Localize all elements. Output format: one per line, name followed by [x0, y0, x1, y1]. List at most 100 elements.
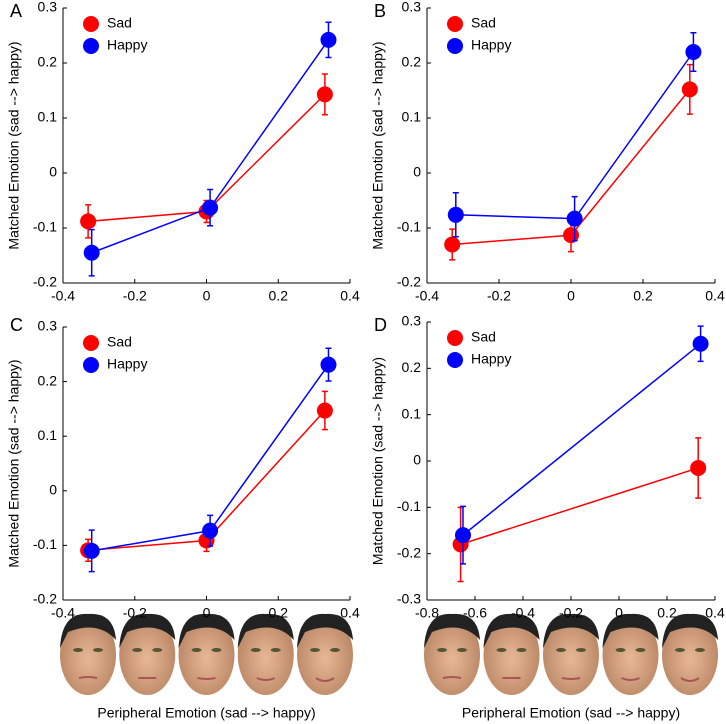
x-tick-label: 0.2: [269, 605, 289, 621]
marker: [692, 335, 709, 352]
marker: [83, 542, 100, 559]
marker: [447, 206, 464, 223]
y-tick-label: 0.1: [38, 109, 58, 125]
eye: [270, 648, 281, 652]
x-tick-label: -0.4: [51, 605, 75, 621]
x-tick-label: 0.4: [705, 605, 725, 621]
legend-label: Sad: [107, 15, 132, 31]
eye: [576, 648, 586, 652]
marker: [455, 527, 471, 544]
hair: [237, 613, 294, 648]
marker: [316, 86, 333, 103]
face: [60, 615, 116, 695]
hair: [178, 613, 235, 648]
legend-marker: [447, 38, 463, 54]
y-tick-label: -0.1: [33, 219, 57, 235]
y-tick-label: 0.2: [402, 54, 422, 70]
eye: [310, 648, 320, 652]
eye: [191, 648, 202, 652]
x-tick-label: 0: [203, 605, 211, 621]
hair: [483, 613, 540, 648]
legend-label: Sad: [471, 329, 496, 345]
x-tick-label: 0.4: [340, 605, 360, 621]
eye: [615, 648, 626, 652]
face: [424, 615, 480, 695]
x-axis-label: Peripheral Emotion (sad --> happy): [97, 705, 315, 721]
y-tick-label: 0.1: [402, 405, 422, 421]
y-tick-label: 0.3: [402, 0, 422, 15]
eye: [457, 648, 467, 652]
y-tick-label: -0.3: [397, 591, 421, 607]
legend-marker: [83, 16, 99, 32]
x-tick-label: 0.2: [657, 605, 677, 621]
x-tick-label: 0: [615, 605, 623, 621]
mouth: [561, 677, 581, 680]
legend-label: Happy: [471, 351, 511, 367]
y-tick-label: -0.2: [33, 274, 57, 290]
eye: [695, 648, 705, 652]
series-line: [460, 467, 699, 546]
legend-label: Happy: [107, 37, 147, 53]
x-tick-label: 0.2: [633, 288, 653, 304]
eye: [675, 648, 685, 652]
marker: [690, 459, 707, 476]
mouth: [680, 677, 700, 682]
marker: [202, 199, 219, 216]
hair: [543, 613, 599, 648]
y-tick-label: 0: [413, 164, 421, 180]
legend-label: Sad: [107, 334, 132, 350]
y-tick-label: 0.3: [402, 313, 422, 329]
y-tick-label: 0.2: [38, 54, 58, 70]
panel-label: B: [374, 1, 386, 21]
face: [662, 615, 718, 695]
eye: [211, 648, 222, 652]
face: [297, 615, 353, 695]
y-tick-label: 0.3: [38, 318, 58, 334]
legend-label: Sad: [471, 15, 496, 31]
legend-label: Happy: [471, 37, 511, 53]
hair: [60, 613, 116, 648]
hair: [297, 613, 353, 648]
mouth: [621, 677, 640, 681]
x-tick-label: -0.4: [415, 288, 439, 304]
marker: [320, 356, 337, 373]
y-tick-label: 0.2: [38, 372, 58, 388]
legend-marker: [447, 330, 463, 346]
marker: [320, 31, 337, 48]
eye: [635, 648, 646, 652]
x-tick-label: -0.2: [487, 288, 511, 304]
legend-marker: [83, 357, 99, 373]
mouth: [256, 677, 276, 681]
hair: [424, 613, 480, 648]
y-tick-label: -0.2: [397, 274, 421, 290]
x-tick-label: 0.4: [340, 288, 360, 304]
marker: [80, 213, 97, 230]
eye: [73, 648, 83, 652]
y-axis-label: Matched Emotion (sad --> happy): [6, 359, 22, 567]
face: [543, 615, 599, 695]
marker: [316, 402, 333, 419]
y-axis-label: Matched Emotion (sad --> happy): [370, 41, 386, 249]
face: [119, 615, 176, 695]
y-tick-label: 0.1: [402, 109, 422, 125]
panel-label: C: [10, 315, 23, 335]
y-tick-label: 0: [413, 452, 421, 468]
y-tick-label: 0: [49, 164, 57, 180]
x-tick-label: 0: [203, 288, 211, 304]
series-line: [462, 343, 702, 536]
y-tick-label: 0.1: [38, 427, 58, 443]
x-tick-label: -0.4: [51, 288, 75, 304]
legend-label: Happy: [107, 356, 147, 372]
y-axis-label: Matched Emotion (sad --> happy): [370, 357, 386, 565]
marker: [202, 522, 219, 539]
x-tick-label: 0: [567, 288, 575, 304]
x-tick-label: 0.2: [269, 288, 289, 304]
series-line: [455, 51, 695, 220]
eye: [556, 648, 566, 652]
marker: [83, 244, 100, 261]
mouth: [315, 677, 335, 682]
x-axis-label: Peripheral Emotion (sad --> happy): [462, 705, 680, 721]
marker: [685, 44, 702, 60]
y-tick-label: 0.3: [38, 0, 58, 15]
